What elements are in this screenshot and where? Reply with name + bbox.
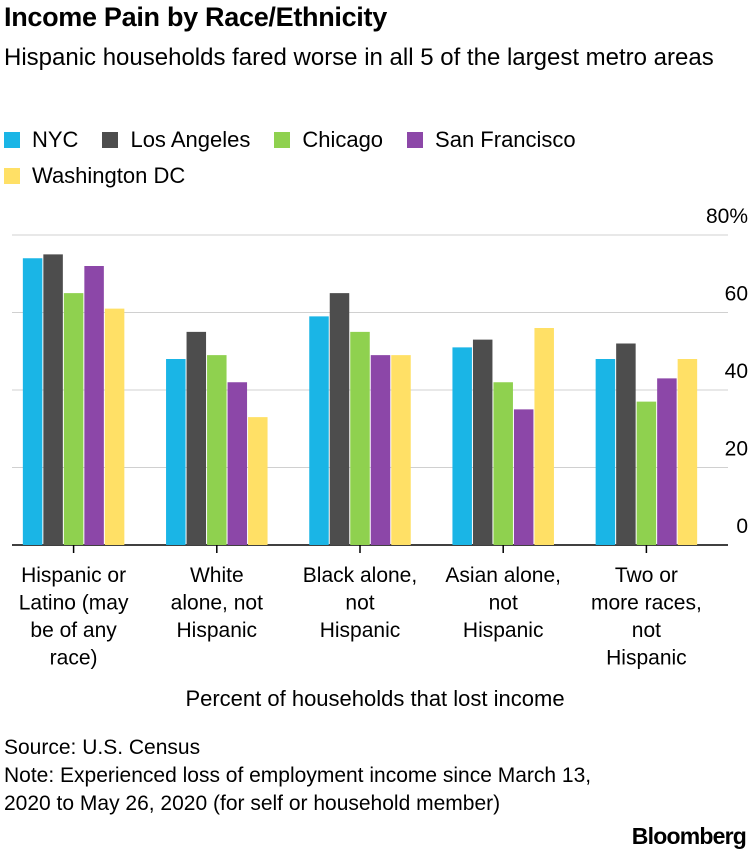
legend-label-los-angeles: Los Angeles [130, 127, 251, 152]
y-tick-label: 60 [725, 283, 748, 306]
legend: NYC Los Angeles Chicago San Francisco Wa… [4, 122, 744, 194]
legend-label-nyc: NYC [32, 127, 79, 152]
legend-swatch-nyc [4, 132, 20, 148]
bar [370, 355, 391, 545]
bar [84, 266, 104, 545]
bar [166, 359, 186, 545]
legend-item-nyc: NYC [4, 127, 78, 153]
chart-title: Income Pain by Race/Ethnicity [4, 2, 387, 32]
bar [43, 254, 63, 545]
bar [350, 331, 370, 545]
legend-swatch-chicago [274, 132, 291, 148]
y-tick-label: 80% [706, 205, 748, 228]
x-tick-label-line: Hispanic [177, 619, 258, 642]
legend-label-chicago: Chicago [302, 127, 384, 152]
legend-row-1: NYC Los Angeles Chicago San Francisco [4, 122, 744, 158]
bar [616, 343, 636, 545]
source-line: Source: U.S. Census [4, 736, 201, 759]
x-tick-label: Black alone, not Hispanic [303, 564, 417, 642]
bar [104, 308, 125, 545]
x-tick-label-line: not [632, 619, 661, 642]
bar [309, 316, 329, 545]
bar [657, 378, 677, 545]
legend-item-los-angeles: Los Angeles [102, 127, 250, 153]
x-tick-label-line: Asian alone, [445, 564, 561, 587]
bar [63, 293, 84, 545]
legend-row-2: Washington DC [4, 158, 744, 194]
x-tick-label: White alone, not Hispanic [171, 564, 263, 642]
bar [493, 382, 513, 545]
x-tick-label: Two or more races, not Hispanic [591, 564, 702, 670]
bar [636, 401, 657, 545]
bar [329, 293, 350, 545]
bar [248, 417, 268, 545]
x-tick-label-line: Latino (may [19, 592, 129, 615]
x-tick-label-line: alone, not [171, 592, 263, 615]
legend-label-washington-dc: Washington DC [32, 163, 186, 188]
bar [452, 347, 472, 545]
x-tick-label-line: Hispanic [463, 619, 544, 642]
legend-item-washington-dc: Washington DC [4, 163, 185, 189]
bar [677, 359, 698, 545]
bar [472, 339, 493, 545]
legend-swatch-san-francisco [407, 132, 424, 148]
x-tick-label-line: Black alone, [303, 564, 417, 587]
y-tick-label: 0 [736, 515, 748, 538]
bloomberg-logo: Bloomberg [631, 823, 747, 849]
legend-item-san-francisco: San Francisco [407, 127, 576, 153]
x-tick-label-line: be of any [30, 619, 117, 642]
legend-label-san-francisco: San Francisco [435, 127, 576, 152]
x-tick-label-line: more races, [591, 592, 702, 615]
legend-swatch-los-angeles [102, 132, 119, 148]
x-tick-label: Hispanic or Latino (may be of any race) [19, 564, 129, 670]
x-tick-label-line: not [345, 592, 374, 615]
x-tick-label-line: Two or [615, 564, 678, 587]
source-notes: Source: U.S. Census Note: Experienced lo… [4, 734, 624, 818]
y-tick-label: 40 [725, 360, 748, 383]
x-tick-label-line: not [489, 592, 518, 615]
chart-subtitle: Hispanic households fared worse in all 5… [4, 44, 714, 71]
legend-item-chicago: Chicago [274, 127, 383, 153]
x-tick-label-line: Hispanic [320, 619, 401, 642]
x-tick-label-line: Hispanic or [21, 564, 126, 587]
legend-swatch-washington-dc [4, 168, 20, 184]
bar [207, 355, 227, 545]
bar-chart: 0 20 40 60 80% Hispanic or Latino (may be of an… [12, 205, 748, 670]
x-axis-title: Percent of households that lost income [185, 686, 565, 711]
bar [513, 409, 534, 545]
x-tick-label-line: race) [50, 647, 98, 670]
bar [534, 328, 554, 545]
bar [391, 355, 411, 545]
x-tick-label-line: White [190, 564, 244, 587]
bar [186, 331, 207, 545]
bar [22, 258, 43, 545]
x-tick-label: Asian alone, not Hispanic [445, 564, 561, 642]
bar [595, 359, 616, 545]
note-line: Note: Experienced loss of employment inc… [4, 764, 592, 815]
bar [227, 382, 248, 545]
y-tick-label: 20 [725, 438, 748, 461]
x-tick-label-line: Hispanic [606, 647, 687, 670]
